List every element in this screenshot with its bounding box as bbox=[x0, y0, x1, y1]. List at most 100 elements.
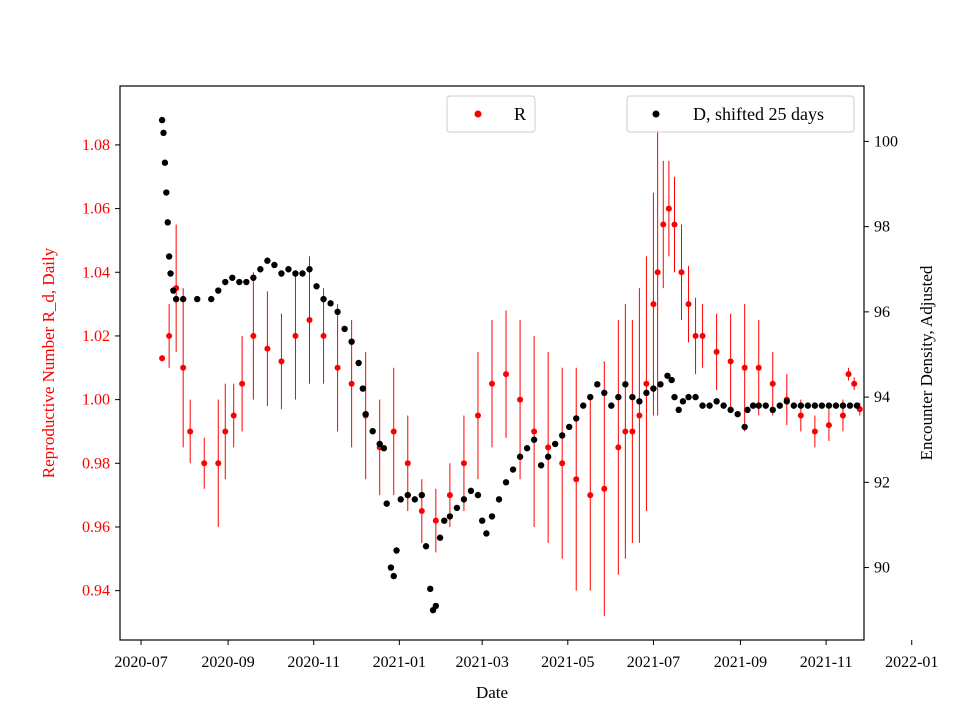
d-point-82 bbox=[650, 385, 657, 392]
d-point-21 bbox=[278, 270, 285, 277]
d-point-86 bbox=[671, 393, 678, 401]
d-point-77 bbox=[615, 393, 622, 401]
d-point-104 bbox=[783, 398, 790, 405]
r-point-40 bbox=[643, 380, 650, 387]
r-point-9 bbox=[239, 380, 246, 387]
x-tick-label-2: 2020-11 bbox=[287, 654, 340, 671]
d-point-91 bbox=[699, 402, 706, 409]
d-point-41 bbox=[393, 547, 400, 554]
y-right-tick-label-4: 98 bbox=[874, 219, 890, 236]
d-point-107 bbox=[804, 402, 812, 409]
d-point-70 bbox=[566, 423, 573, 431]
d-point-37 bbox=[380, 445, 388, 452]
x-axis: 2020-07 2020-09 2020-11 2021-01 2021-03 2021-… bbox=[114, 640, 938, 671]
r-point-46 bbox=[678, 269, 685, 276]
r-point-10 bbox=[250, 332, 257, 339]
r-point-43 bbox=[660, 221, 667, 228]
d-point-20 bbox=[271, 261, 278, 269]
d-point-101 bbox=[762, 402, 769, 409]
y-right-tick-label-3: 96 bbox=[874, 304, 890, 321]
d-point-2 bbox=[161, 159, 169, 166]
y-left-tick-label-2: 0.98 bbox=[82, 455, 110, 472]
d-point-66 bbox=[537, 462, 545, 469]
d-point-19 bbox=[264, 257, 271, 264]
legend-d-box bbox=[626, 95, 855, 133]
d-point-55 bbox=[467, 487, 475, 495]
d-point-15 bbox=[236, 278, 243, 286]
r-point-14 bbox=[306, 317, 313, 324]
r-point-44 bbox=[665, 205, 672, 212]
d-point-22 bbox=[285, 266, 292, 273]
d-point-62 bbox=[509, 466, 517, 473]
r-point-38 bbox=[629, 428, 636, 435]
y-right-tick-label-2: 94 bbox=[874, 389, 890, 406]
legend-r-box bbox=[446, 95, 536, 133]
r-point-1 bbox=[166, 332, 173, 339]
y-axis-right-label: Encounter Density, Adjusted bbox=[917, 265, 936, 460]
r-point-6 bbox=[215, 460, 222, 467]
d-point-18 bbox=[257, 266, 264, 273]
d-point-43 bbox=[404, 491, 411, 499]
r-point-20 bbox=[390, 428, 397, 435]
r-point-50 bbox=[713, 348, 720, 355]
r-point-30 bbox=[531, 428, 538, 435]
y-left-tick-label-5: 1.04 bbox=[82, 264, 110, 281]
r-point-53 bbox=[755, 364, 762, 371]
d-point-16 bbox=[243, 278, 250, 286]
series-r bbox=[159, 128, 863, 617]
d-point-113 bbox=[846, 402, 854, 409]
d-point-13 bbox=[222, 278, 229, 286]
d-point-114 bbox=[853, 402, 861, 409]
d-point-76 bbox=[608, 402, 615, 409]
y-left-tick-label-6: 1.06 bbox=[82, 201, 110, 218]
d-point-63 bbox=[516, 453, 524, 460]
x-tick-label-5: 2021-05 bbox=[541, 654, 594, 671]
d-point-47 bbox=[427, 585, 434, 593]
d-point-11 bbox=[208, 295, 215, 303]
y-axis-left-label: Reproductive Number R_d, Daily bbox=[39, 247, 58, 478]
d-point-32 bbox=[355, 359, 362, 367]
d-point-74 bbox=[594, 381, 601, 388]
y-right-tick-label-5: 100 bbox=[874, 133, 898, 150]
y-left-tick-label-0: 0.94 bbox=[82, 583, 110, 600]
d-point-0 bbox=[158, 116, 166, 124]
d-point-105 bbox=[790, 402, 798, 409]
d-point-88 bbox=[679, 398, 687, 405]
r-point-37 bbox=[622, 428, 629, 435]
r-point-0 bbox=[159, 355, 166, 362]
d-point-80 bbox=[636, 398, 643, 405]
d-point-96 bbox=[734, 410, 741, 418]
d-point-110 bbox=[825, 402, 833, 409]
d-point-73 bbox=[587, 393, 594, 401]
d-point-103 bbox=[776, 402, 783, 409]
d-point-89 bbox=[685, 393, 692, 401]
d-point-84 bbox=[664, 372, 671, 379]
y-left-tick-label-4: 1.02 bbox=[82, 328, 110, 345]
d-point-24 bbox=[299, 270, 306, 277]
r-point-17 bbox=[348, 380, 355, 387]
d-point-33 bbox=[359, 385, 367, 392]
r-point-61 bbox=[851, 380, 858, 387]
d-point-92 bbox=[706, 402, 713, 409]
y-left-tick-label-7: 1.08 bbox=[82, 137, 110, 154]
r-point-60 bbox=[845, 371, 852, 378]
r-point-23 bbox=[432, 517, 439, 524]
x-tick-label-3: 2021-01 bbox=[373, 654, 426, 671]
r-point-27 bbox=[489, 380, 495, 387]
d-point-31 bbox=[348, 338, 355, 345]
y-left-tick-label-3: 1.00 bbox=[82, 392, 110, 409]
d-point-64 bbox=[523, 445, 531, 452]
x-tick-label-9: 2022-01 bbox=[885, 654, 938, 671]
d-point-85 bbox=[668, 376, 675, 384]
d-point-4 bbox=[164, 219, 171, 226]
r-point-16 bbox=[334, 364, 341, 371]
d-point-78 bbox=[622, 381, 629, 388]
r-point-5 bbox=[201, 460, 208, 467]
d-point-49 bbox=[432, 602, 440, 610]
plot-frame bbox=[119, 85, 865, 641]
r-point-28 bbox=[503, 371, 510, 378]
d-point-75 bbox=[601, 389, 608, 397]
d-point-12 bbox=[215, 287, 222, 294]
d-point-54 bbox=[460, 496, 468, 503]
legend-d-marker bbox=[652, 110, 660, 118]
